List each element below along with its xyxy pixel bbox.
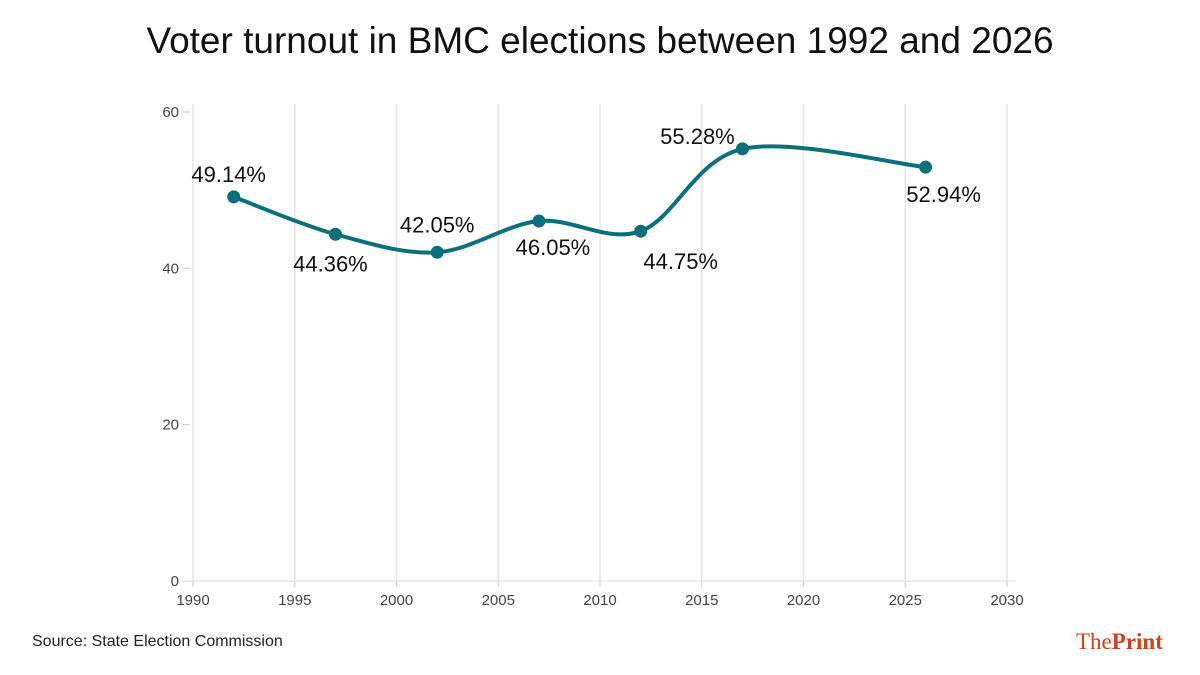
data-label: 49.14%	[191, 162, 266, 187]
x-tick-label: 2000	[380, 592, 413, 609]
logo-part1: The	[1076, 629, 1112, 654]
data-point	[735, 142, 749, 156]
data-label: 44.36%	[293, 251, 368, 276]
chart-title: Voter turnout in BMC elections between 1…	[146, 20, 1054, 61]
x-tick-label: 2025	[889, 592, 922, 609]
data-point	[634, 224, 648, 238]
x-tick-label: 1995	[278, 592, 311, 609]
y-tick-label: 60	[162, 104, 179, 121]
data-point	[430, 245, 444, 259]
data-label: 55.28%	[660, 124, 735, 149]
x-tick-label: 2010	[583, 592, 616, 609]
y-tick-label: 0	[171, 573, 179, 590]
data-point	[919, 160, 933, 174]
data-point	[227, 190, 241, 204]
data-label: 46.05%	[516, 235, 591, 260]
x-tick-label: 2015	[685, 592, 718, 609]
data-label: 44.75%	[643, 249, 718, 274]
theprint-logo: ThePrint	[1076, 629, 1163, 655]
data-point	[328, 227, 342, 241]
data-label: 42.05%	[400, 212, 475, 237]
source-note: Source: State Election Commission	[32, 633, 283, 650]
y-tick-label: 20	[162, 417, 179, 434]
data-label: 52.94%	[906, 182, 981, 207]
x-tick-label: 2005	[482, 592, 515, 609]
logo-part2: Print	[1111, 629, 1163, 654]
x-tick-label: 2030	[990, 592, 1023, 609]
data-point	[532, 214, 546, 228]
x-tick-label: 1990	[176, 592, 209, 609]
y-tick-label: 40	[162, 260, 179, 277]
x-tick-label: 2020	[787, 592, 820, 609]
